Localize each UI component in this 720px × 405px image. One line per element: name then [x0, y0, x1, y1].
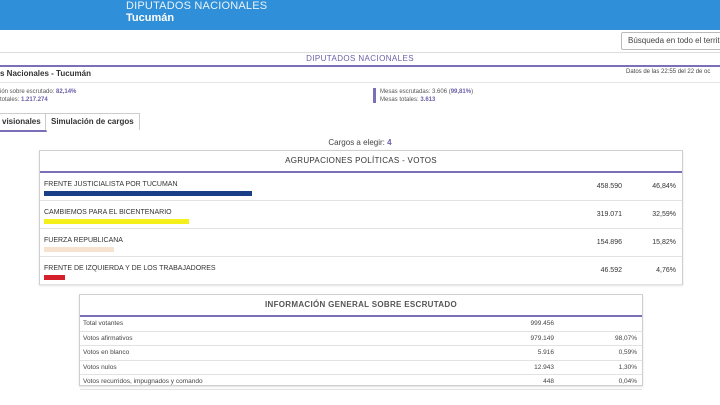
- party-votes: 458.590: [596, 183, 622, 190]
- participation-value: 82,14%: [56, 89, 77, 95]
- info-row: Total votantes 999.456: [80, 317, 642, 332]
- search-input[interactable]: Búsqueda en todo el territorio: [621, 32, 720, 50]
- divider: [0, 82, 720, 83]
- party-vote-bar: [44, 247, 115, 252]
- mesas-totales-label: Mesas totales:: [380, 97, 419, 103]
- info-percentage: 1,30%: [618, 363, 637, 371]
- party-percentage: 4,76%: [656, 267, 676, 274]
- party-votes: 154.896: [596, 239, 622, 246]
- info-panel-title: INFORMACIÓN GENERAL SOBRE ESCRUTADO: [80, 295, 642, 317]
- participation-stat: ión sobre escrutado: 82,14%: [0, 88, 76, 96]
- party-vote-bar: [44, 219, 189, 224]
- info-percentage: 98,07%: [614, 334, 637, 342]
- mesas-escrutadas-pct: 99,81%: [450, 89, 472, 95]
- parties-panel-title: AGRUPACIONES POLÍTICAS - VOTOS: [40, 151, 682, 173]
- party-percentage: 32,59%: [652, 211, 676, 218]
- info-label: Votos nulos: [83, 363, 117, 371]
- electors-value: 1.217.274: [21, 97, 48, 103]
- info-label: Votos recurridos, impugnados y comando: [83, 378, 203, 385]
- info-panel: INFORMACIÓN GENERAL SOBRE ESCRUTADO Tota…: [79, 294, 643, 390]
- cargos-a-elegir: Cargos a elegir: 4: [0, 138, 720, 147]
- info-label: Total votantes: [83, 320, 124, 327]
- party-vote-bar: [44, 191, 252, 196]
- info-row: Votos en blanco 5.916 0,59%: [80, 346, 642, 361]
- mesas-escrutadas-value: 3.606: [432, 89, 448, 95]
- party-votes: 319.071: [596, 211, 622, 218]
- party-name: FRENTE JUSTICIALISTA POR TUCUMAN: [44, 181, 178, 188]
- top-banner: DIPUTADOS NACIONALES Tucumán: [0, 0, 720, 30]
- party-vote-bar: [44, 275, 66, 280]
- party-row: CAMBIEMOS PARA EL BICENTENARIO 319.071 32,…: [40, 201, 682, 229]
- data-timestamp: Datos de las 22:55 del 22 de oc: [626, 69, 711, 75]
- mesas-totales-stat: Mesas totales: 3.613: [380, 96, 435, 104]
- electors-stat: totales: 1.217.274: [0, 96, 48, 104]
- section-header: DIPUTADOS NACIONALES: [0, 52, 720, 67]
- info-label: Votos en blanco: [83, 349, 130, 356]
- info-percentage: 0,04%: [618, 378, 637, 385]
- info-value: 448: [543, 378, 554, 385]
- party-name: CAMBIEMOS PARA EL BICENTENARIO: [44, 209, 172, 216]
- info-row: Votos nulos 12.943 1,30%: [80, 361, 642, 375]
- page-subtitle: s Nacionales - Tucumán: [0, 69, 91, 78]
- party-votes: 46.592: [600, 267, 622, 274]
- mesas-totales-value: 3.613: [420, 97, 436, 103]
- cargos-value: 4: [387, 138, 392, 147]
- cargos-label: Cargos a elegir:: [328, 138, 385, 147]
- participation-label: ión sobre escrutado:: [0, 89, 55, 95]
- party-name: FRENTE DE IZQUIERDA Y DE LOS TRABAJADORE…: [44, 265, 216, 272]
- info-percentage: 0,59%: [618, 349, 637, 356]
- party-name: FUERZA REPUBLICANA: [44, 237, 123, 244]
- mesas-escrutadas-label: Mesas escrutadas:: [380, 89, 431, 95]
- info-label: Votos afirmativos: [83, 334, 133, 342]
- party-percentage: 15,82%: [652, 239, 676, 246]
- info-value: 999.456: [530, 320, 555, 327]
- tab-simulacion-cargos[interactable]: Simulación de cargos: [45, 113, 140, 130]
- info-row: Votos afirmativos 979.149 98,07%: [80, 332, 642, 346]
- parties-panel: AGRUPACIONES POLÍTICAS - VOTOS FRENTE JU…: [39, 150, 683, 285]
- info-row: Votos recurridos, impugnados y comando 44…: [80, 375, 642, 390]
- party-percentage: 46,84%: [652, 183, 676, 190]
- party-row: FUERZA REPUBLICANA 154.896 15,82%: [40, 229, 682, 257]
- info-value: 979.149: [530, 334, 555, 342]
- info-value: 12.943: [534, 363, 554, 371]
- stats-accent-bar: [373, 88, 376, 103]
- tab-provisionales[interactable]: visionales: [0, 113, 47, 132]
- mesas-escrutadas-stat: Mesas escrutadas: 3.606 (99,81%): [380, 89, 474, 95]
- info-value: 5.916: [537, 349, 554, 356]
- electors-label: totales:: [0, 97, 20, 103]
- province-name: Tucumán: [126, 12, 175, 24]
- election-title: DIPUTADOS NACIONALES: [126, 0, 268, 12]
- party-row: FRENTE JUSTICIALISTA POR TUCUMAN 458.590 4…: [40, 173, 682, 201]
- party-row: FRENTE DE IZQUIERDA Y DE LOS TRABAJADORE…: [40, 257, 682, 285]
